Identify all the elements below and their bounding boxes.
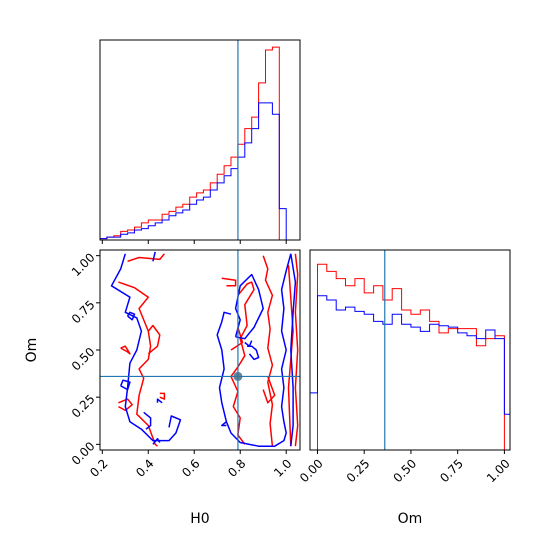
contour-line-series-1 bbox=[120, 379, 131, 391]
contour-line-series-1 bbox=[152, 437, 161, 445]
axes-frame-hist-Om bbox=[309, 249, 511, 451]
contour-line-series-0 bbox=[120, 345, 131, 355]
contour-line-series-1 bbox=[221, 421, 227, 427]
contour-line-series-1 bbox=[290, 253, 297, 447]
contour-line-series-1 bbox=[126, 311, 136, 321]
contour-line-series-0 bbox=[230, 281, 255, 445]
x-tick-label: 0.2 bbox=[87, 456, 110, 479]
contour-line-series-1 bbox=[152, 251, 156, 262]
contour-line-series-1 bbox=[234, 273, 264, 340]
x-tick-label: 1.0 bbox=[271, 456, 294, 479]
histogram-series-1 bbox=[309, 295, 511, 450]
axes-frame-hist-H0 bbox=[99, 39, 301, 241]
contour-line-series-0 bbox=[147, 324, 161, 355]
y-axis-label: Om bbox=[24, 338, 40, 363]
contour-line-series-1 bbox=[143, 411, 152, 430]
panel-hist-Om: 0.00 0.25 0.50 0.75 1.00 Om bbox=[297, 249, 513, 527]
x-tick-label: 0.75 bbox=[437, 456, 466, 485]
contour-line-series-0 bbox=[262, 255, 274, 447]
contour-line-series-1 bbox=[216, 253, 292, 447]
y-tick-label: 0.25 bbox=[69, 392, 98, 421]
x-tick-label: 0.00 bbox=[297, 456, 326, 485]
contour-group bbox=[110, 251, 299, 447]
x-tick-label: 0.8 bbox=[225, 456, 248, 479]
histogram-series-0 bbox=[99, 46, 300, 241]
x-axis-label: H0 bbox=[190, 511, 209, 527]
panel-hist-H0 bbox=[99, 39, 301, 244]
contour-line-series-0 bbox=[118, 398, 133, 412]
y-tick-label: 1.00 bbox=[69, 250, 98, 279]
x-axis-label: Om bbox=[398, 511, 423, 527]
truth-marker bbox=[233, 371, 243, 381]
x-tick-label: 0.50 bbox=[390, 456, 419, 485]
histogram-series-1 bbox=[99, 102, 300, 241]
x-tick-label: 0.25 bbox=[344, 456, 373, 485]
contour-line-series-0 bbox=[294, 253, 299, 447]
histogram-series-0 bbox=[310, 263, 510, 451]
contour-line-series-0 bbox=[127, 253, 165, 263]
contour-line-series-1 bbox=[244, 340, 253, 347]
contour-line-series-0 bbox=[221, 277, 237, 287]
contour-line-series-1 bbox=[156, 398, 163, 404]
x-tick-label: 0.4 bbox=[133, 456, 156, 479]
contour-line-series-1 bbox=[247, 345, 260, 361]
contour-line-series-0 bbox=[262, 376, 276, 404]
x-tick-label: 1.00 bbox=[484, 456, 513, 485]
y-tick-label: 0.50 bbox=[69, 345, 98, 374]
contour-line-series-0 bbox=[159, 392, 166, 400]
contour-line-series-0 bbox=[118, 281, 158, 447]
y-tick-label: 0.75 bbox=[69, 298, 98, 327]
x-tick-label: 0.6 bbox=[179, 456, 202, 479]
